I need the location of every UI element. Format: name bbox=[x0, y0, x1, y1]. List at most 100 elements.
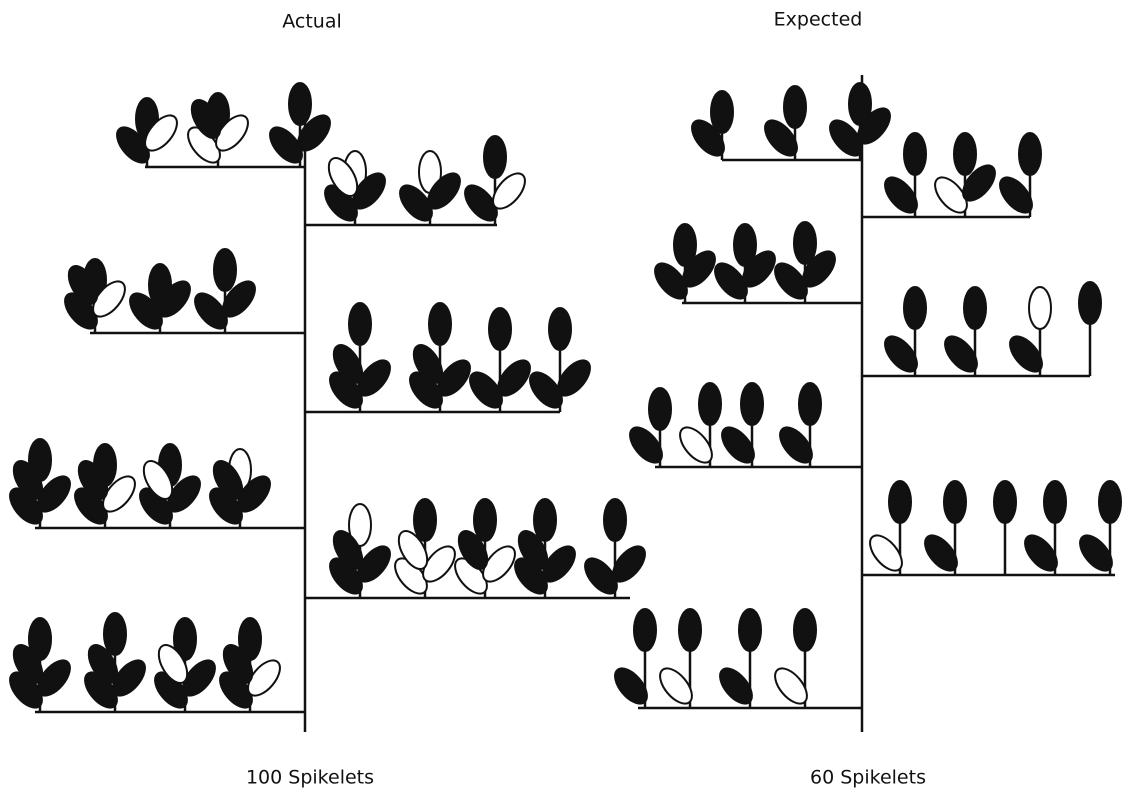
spikelet bbox=[173, 617, 197, 661]
spikelet bbox=[142, 460, 174, 500]
spikelet bbox=[953, 132, 977, 176]
spikelet bbox=[529, 371, 563, 409]
spikelet bbox=[673, 223, 697, 267]
spikelet bbox=[517, 530, 549, 570]
spikelet bbox=[682, 250, 716, 288]
spikelet bbox=[557, 359, 591, 397]
spikelet bbox=[428, 302, 452, 346]
spikelet bbox=[422, 545, 456, 583]
spikelet bbox=[1078, 281, 1102, 325]
spikelet bbox=[28, 617, 52, 661]
spikelet bbox=[297, 114, 331, 152]
spikelet bbox=[629, 426, 663, 464]
spikelet bbox=[999, 176, 1033, 214]
spikelet bbox=[37, 475, 71, 513]
spikelet bbox=[483, 135, 507, 179]
spikelet bbox=[993, 480, 1017, 524]
spikelet bbox=[678, 608, 702, 652]
spikelet bbox=[129, 292, 163, 330]
spikelet bbox=[733, 223, 757, 267]
spikelet bbox=[144, 114, 178, 152]
spikelet bbox=[648, 387, 672, 431]
spikelet bbox=[473, 498, 497, 542]
spikelet bbox=[742, 250, 776, 288]
spikelet bbox=[783, 85, 807, 129]
spikelet bbox=[194, 292, 228, 330]
panel-title: Actual bbox=[282, 11, 342, 33]
spikelet bbox=[857, 107, 891, 145]
spikelet bbox=[348, 503, 372, 547]
spikelet bbox=[112, 659, 146, 697]
spikelet bbox=[67, 265, 99, 305]
spikelet bbox=[903, 132, 927, 176]
spikelet bbox=[542, 545, 576, 583]
spikelet bbox=[802, 250, 836, 288]
spikelet bbox=[888, 480, 912, 524]
spikelet bbox=[714, 262, 748, 300]
spikelet bbox=[584, 557, 618, 595]
spikelet bbox=[190, 99, 222, 139]
spikelet bbox=[37, 659, 71, 697]
spikelet bbox=[103, 612, 127, 656]
spikelet bbox=[77, 460, 109, 500]
panel-caption: 100 Spikelets bbox=[246, 767, 374, 789]
spikelet bbox=[721, 426, 755, 464]
spikelet bbox=[848, 82, 872, 126]
spikelet bbox=[247, 659, 281, 697]
spikelet bbox=[222, 280, 256, 318]
spikelet bbox=[1098, 480, 1122, 524]
spikelet bbox=[497, 359, 531, 397]
spikelet bbox=[332, 530, 364, 570]
spikelet bbox=[212, 460, 244, 500]
spikelet bbox=[215, 114, 249, 152]
spikelet bbox=[269, 126, 303, 164]
spikelet bbox=[533, 498, 557, 542]
spikelet bbox=[1079, 534, 1113, 572]
spikelet bbox=[963, 286, 987, 330]
spikelet bbox=[779, 426, 813, 464]
spikelet bbox=[1018, 132, 1042, 176]
spikelet bbox=[492, 172, 526, 210]
spikelet bbox=[903, 286, 927, 330]
spikelet bbox=[740, 382, 764, 426]
spikelet bbox=[738, 608, 762, 652]
spikelet bbox=[934, 176, 968, 214]
spikelet bbox=[774, 262, 808, 300]
spikelet bbox=[427, 172, 461, 210]
spikelet bbox=[157, 280, 191, 318]
spikelet bbox=[167, 475, 201, 513]
spikelet bbox=[719, 667, 753, 705]
spikelet bbox=[869, 534, 903, 572]
spikelet bbox=[793, 608, 817, 652]
spikelet bbox=[944, 335, 978, 373]
spikelet bbox=[1028, 286, 1052, 330]
spikelet bbox=[710, 90, 734, 134]
spikelet bbox=[399, 184, 433, 222]
spikelet bbox=[182, 659, 216, 697]
spikelet bbox=[943, 480, 967, 524]
spikelet bbox=[213, 248, 237, 292]
spikelet bbox=[469, 371, 503, 409]
spikelet bbox=[884, 335, 918, 373]
spikelet bbox=[352, 172, 386, 210]
spikelet bbox=[238, 617, 262, 661]
spikelet bbox=[348, 302, 372, 346]
spikelet bbox=[357, 545, 391, 583]
spikelet bbox=[157, 644, 189, 684]
spikelet bbox=[1024, 534, 1058, 572]
spikelet bbox=[222, 644, 254, 684]
panel-title: Expected bbox=[774, 9, 863, 31]
spikelet bbox=[884, 176, 918, 214]
spikelet bbox=[87, 644, 119, 684]
spikelet bbox=[654, 262, 688, 300]
spikelet bbox=[288, 82, 312, 126]
spikelet bbox=[437, 359, 471, 397]
spikelet bbox=[829, 119, 863, 157]
spikelet bbox=[1009, 335, 1043, 373]
spikelet bbox=[457, 530, 489, 570]
spikelet bbox=[774, 667, 808, 705]
spikelet bbox=[612, 545, 646, 583]
spikelet bbox=[482, 545, 516, 583]
